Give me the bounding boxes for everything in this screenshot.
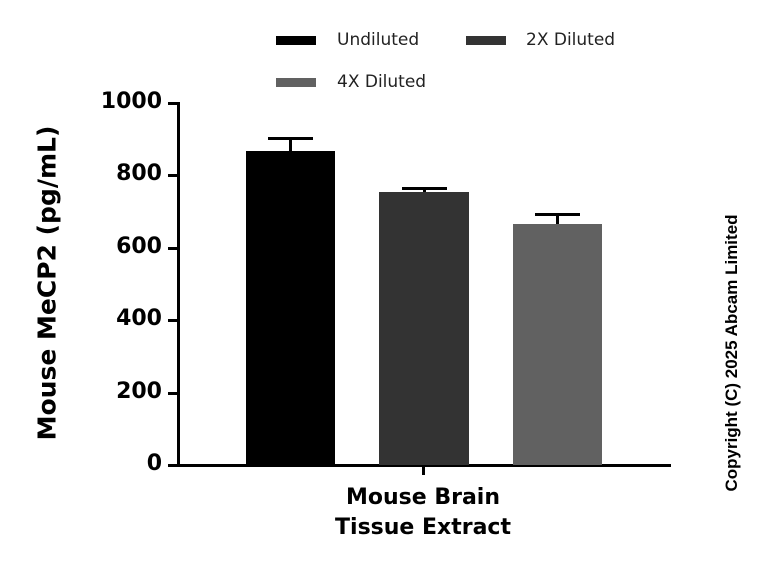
y-tick-200: [168, 392, 178, 395]
x-axis-line: [177, 464, 671, 467]
error-bar-2x-diluted-stem: [423, 188, 426, 192]
legend-swatch-undiluted: [276, 36, 316, 45]
y-tick-0: [168, 464, 178, 467]
bar-2x-diluted: [379, 192, 469, 465]
error-bar-undiluted-cap: [268, 137, 313, 140]
copyright-notice: Copyright (C) 2025 Abcam Limited: [722, 214, 741, 492]
x-axis-label-line-2: Tissue Extract: [335, 515, 511, 540]
legend-swatch-4x-diluted: [276, 78, 316, 87]
y-tick-1000: [168, 102, 178, 105]
y-tick-label-400: 400: [116, 306, 162, 331]
y-tick-label-1000: 1000: [100, 89, 162, 114]
y-tick-label-0: 0: [146, 451, 162, 476]
bar-undiluted: [246, 151, 335, 465]
legend-label-2x-diluted: 2X Diluted: [526, 30, 616, 50]
y-tick-label-600: 600: [116, 234, 162, 259]
y-axis-label: Mouse MeCP2 (pg/mL): [32, 125, 62, 441]
legend-label-undiluted: Undiluted: [337, 30, 420, 50]
y-tick-600: [168, 247, 178, 250]
bar-4x-diluted: [513, 224, 602, 465]
y-tick-label-800: 800: [116, 161, 162, 186]
x-axis-label: Mouse Brain Tissue Extract: [335, 483, 511, 543]
y-tick-400: [168, 319, 178, 322]
legend-swatch-2x-diluted: [466, 36, 506, 45]
x-tick: [422, 466, 425, 475]
error-bar-undiluted-stem: [289, 138, 292, 151]
error-bar-4x-diluted-cap: [535, 213, 580, 216]
legend-label-4x-diluted: 4X Diluted: [337, 72, 427, 92]
y-axis-line: [177, 102, 180, 467]
x-axis-label-line-1: Mouse Brain: [345, 485, 500, 510]
y-tick-800: [168, 174, 178, 177]
error-bar-2x-diluted-cap: [402, 187, 447, 190]
error-bar-4x-diluted-stem: [556, 214, 559, 224]
y-tick-label-200: 200: [116, 379, 162, 404]
